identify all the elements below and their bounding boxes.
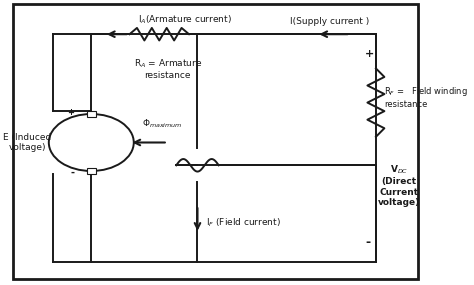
Bar: [87, 168, 96, 174]
Text: $\Phi_{maximum}$: $\Phi_{maximum}$: [142, 117, 183, 130]
Text: +: +: [67, 108, 74, 117]
Text: +: +: [365, 49, 374, 59]
Text: -: -: [365, 236, 370, 249]
Text: V$_{DC}$
(Direct
Current
voltage): V$_{DC}$ (Direct Current voltage): [378, 163, 420, 207]
Text: E (Induced
voltage): E (Induced voltage): [3, 133, 52, 152]
Text: -: -: [70, 167, 74, 178]
Text: I$_F$ (Field current): I$_F$ (Field current): [206, 216, 281, 229]
Text: I(Supply current ): I(Supply current ): [290, 17, 369, 26]
Text: R$_F$ =   Field winding
resistance: R$_F$ = Field winding resistance: [384, 85, 468, 109]
Text: I$_A$(Armature current): I$_A$(Armature current): [138, 13, 232, 26]
Bar: [87, 111, 96, 117]
Text: R$_A$ = Armature
resistance: R$_A$ = Armature resistance: [134, 57, 202, 80]
